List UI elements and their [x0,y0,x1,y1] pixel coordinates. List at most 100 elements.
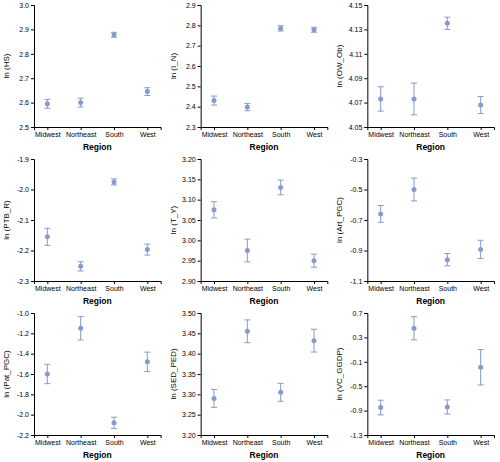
axis-line [198,160,202,282]
point [478,103,483,108]
x-axis: MidwestNortheastSouthWest [368,281,495,292]
error-bar-cap [244,110,250,111]
tick-mark [198,281,201,282]
error-bar-cap [478,113,484,114]
tick-mark [31,354,34,355]
tick-label: -2.2 [17,432,29,439]
tick: 4.11 [349,51,367,58]
marks [44,32,150,108]
tick-mark [247,281,248,284]
y-axis-title: ln (PTB_R) [2,200,11,240]
tick-label: 3.05 [182,217,196,224]
tick-mark [31,313,34,314]
tick: West [307,281,323,292]
tick-mark [198,240,201,241]
tick: -1.8 [17,391,34,398]
tick-label: Northeast [233,285,263,292]
point [278,390,283,395]
tick: 3.10 [182,196,201,203]
tick-mark [364,313,367,314]
tick: West [307,435,323,446]
tick-mark [31,78,34,79]
point [78,100,83,105]
tick: -0.3 [350,156,367,163]
tick: -1.1 [350,278,367,285]
tick: Midwest [368,435,394,446]
tick-label: Midwest [35,285,61,292]
tick-label: -2.3 [17,278,29,285]
tick: 3.00 [182,237,201,244]
error-bar-cap [311,329,317,330]
tick: Northeast [233,435,263,446]
panel: 2.52.62.72.82.93.0MidwestNortheastSouthW… [2,2,161,152]
tick-mark [364,337,367,338]
tick-mark [481,127,482,130]
tick-mark [414,127,415,130]
point [412,96,417,101]
tick-mark [314,435,315,438]
marks [44,179,150,271]
point [245,105,250,110]
y-axis: -1.1-0.9-0.7-0.5-0.3 [350,156,368,285]
tick: Northeast [399,281,429,292]
tick-label: 3.10 [182,196,196,203]
tick: Midwest [35,127,61,138]
x-axis: MidwestNortheastSouthWest [35,435,162,446]
tick-mark [31,54,34,55]
x-axis-title: Region [83,450,112,460]
error-bar-cap [378,111,384,112]
tick-label: 2.8 [186,22,196,29]
tick-label: 2.95 [182,257,196,264]
tick: -1.2 [17,330,34,337]
x-axis-title: Region [250,296,279,306]
error-bar [111,179,117,185]
y-axis: 4.054.074.094.114.134.15 [349,2,368,131]
tick-mark [31,394,34,395]
error-bar-cap [111,417,117,418]
tick-mark [414,281,415,284]
tick-label: -1.2 [17,330,29,337]
point [45,372,50,377]
tick: South [105,281,123,292]
tick: 2.7 [19,75,34,82]
panel: 4.054.074.094.114.134.15MidwestNortheast… [335,2,494,152]
tick: 2.5 [186,83,201,90]
tick: Midwest [368,127,394,138]
error-bar-cap [78,316,84,317]
axis-line [198,6,202,128]
error-bar [244,103,250,110]
axis-line [364,314,368,436]
error-bar-cap [444,253,450,254]
tick-label: -0.5 [350,186,362,193]
tick-label: South [105,131,123,138]
tick-label: 0.3 [353,334,363,341]
tick: 3.30 [182,391,201,398]
error-bar-cap [444,413,450,414]
point [278,26,283,31]
panel: -2.3-2.2-2.1-2.0-1.9MidwestNortheastSout… [2,156,161,306]
point [245,329,250,334]
error-bar-cap [411,316,417,317]
tick-mark [31,220,34,221]
error-bar [478,240,484,258]
tick-label: -1.8 [17,391,29,398]
tick-mark [247,127,248,130]
tick-label: 2.9 [186,2,196,9]
error-bar [144,352,150,371]
point [45,234,50,239]
error-bar-cap [211,389,217,390]
error-bar [411,83,417,115]
tick-label: 4.15 [349,2,363,9]
tick: -1.9 [17,156,34,163]
tick-label: 3.50 [182,310,196,317]
tick-label: Northeast [66,285,96,292]
error-bar-cap [111,184,117,185]
tick-mark [114,127,115,130]
error-bar-cap [411,83,417,84]
tick: West [307,127,323,138]
tick-mark [81,281,82,284]
tick-label: 2.5 [186,83,196,90]
error-bar-cap [311,254,317,255]
tick: Northeast [66,127,96,138]
x-axis: MidwestNortheastSouthWest [201,435,328,446]
